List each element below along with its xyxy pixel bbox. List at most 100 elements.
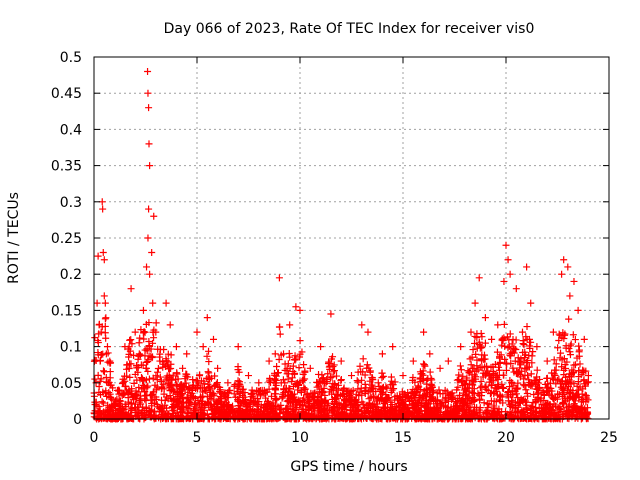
data-point (300, 361, 308, 369)
data-point (266, 413, 274, 421)
y-tick-label: 0.45 (51, 86, 82, 102)
data-point (400, 412, 408, 420)
data-point (148, 354, 156, 362)
data-point (502, 366, 510, 374)
data-point (260, 407, 268, 415)
data-point (537, 404, 545, 412)
data-point (231, 381, 239, 389)
data-point (115, 402, 123, 410)
data-point (530, 377, 538, 385)
data-point (494, 408, 502, 416)
data-point (321, 408, 329, 416)
data-point (521, 397, 529, 405)
data-point (512, 285, 520, 293)
data-point (273, 363, 281, 371)
data-point (501, 355, 509, 363)
data-point (101, 322, 109, 330)
data-point (435, 386, 443, 394)
data-point (172, 343, 180, 351)
data-point (380, 409, 388, 417)
data-point (584, 396, 592, 404)
data-point (102, 387, 110, 395)
data-point (555, 336, 563, 344)
data-point (226, 414, 234, 422)
data-point (478, 364, 486, 372)
data-point (106, 390, 114, 398)
data-point (193, 328, 201, 336)
data-point (245, 372, 252, 380)
data-point (391, 396, 399, 404)
data-point (467, 328, 475, 336)
data-point (478, 355, 486, 363)
data-point (128, 340, 136, 348)
data-point (553, 376, 561, 384)
data-point (296, 401, 304, 409)
data-point (412, 389, 420, 397)
data-point (369, 385, 377, 393)
data-point (415, 398, 423, 406)
data-point (106, 359, 114, 367)
data-point (146, 343, 154, 351)
y-tick-label: 0 (73, 412, 82, 428)
data-point (478, 382, 486, 390)
data-point (574, 378, 582, 386)
data-point (543, 357, 551, 365)
data-point (483, 369, 491, 377)
data-point (550, 376, 558, 384)
data-point (527, 299, 535, 307)
data-point (294, 396, 302, 404)
data-point (94, 339, 102, 347)
data-point (388, 386, 396, 394)
data-point (487, 375, 495, 383)
data-point (106, 381, 114, 389)
data-point (364, 408, 372, 416)
data-point (542, 384, 550, 392)
x-tick-label: 10 (291, 430, 309, 446)
data-point (284, 409, 292, 417)
data-point (299, 376, 307, 384)
data-point (366, 400, 374, 408)
data-point (565, 315, 573, 323)
data-point (167, 365, 175, 373)
data-point (523, 323, 531, 331)
data-point (494, 321, 502, 329)
data-point (525, 352, 533, 360)
data-point (368, 374, 376, 382)
data-point (170, 407, 178, 415)
data-point (380, 399, 388, 407)
data-point (500, 384, 508, 392)
data-point (428, 386, 436, 394)
data-point (144, 382, 152, 390)
data-point (125, 410, 133, 418)
data-point (565, 388, 573, 396)
data-point (279, 390, 287, 398)
data-point (399, 372, 407, 380)
data-point (326, 362, 334, 370)
data-point (411, 405, 419, 413)
data-point (468, 353, 476, 361)
data-point (144, 67, 152, 75)
data-point (489, 367, 497, 375)
data-point (329, 380, 337, 388)
data-point (424, 375, 432, 383)
data-point (533, 385, 541, 393)
data-point (528, 359, 536, 367)
data-point (111, 399, 119, 407)
data-point (286, 321, 294, 329)
data-point (114, 386, 122, 394)
data-point (94, 252, 102, 260)
data-point (328, 373, 336, 381)
data-point (159, 358, 167, 366)
data-point (467, 361, 475, 369)
data-point (577, 412, 585, 420)
data-point (340, 385, 348, 393)
data-point (573, 354, 581, 362)
data-point (480, 399, 488, 407)
data-point (182, 379, 190, 387)
data-point (189, 381, 197, 389)
data-point (265, 357, 273, 365)
data-point (366, 367, 374, 375)
data-point (149, 328, 157, 336)
data-point (289, 394, 297, 402)
data-point (518, 328, 526, 336)
